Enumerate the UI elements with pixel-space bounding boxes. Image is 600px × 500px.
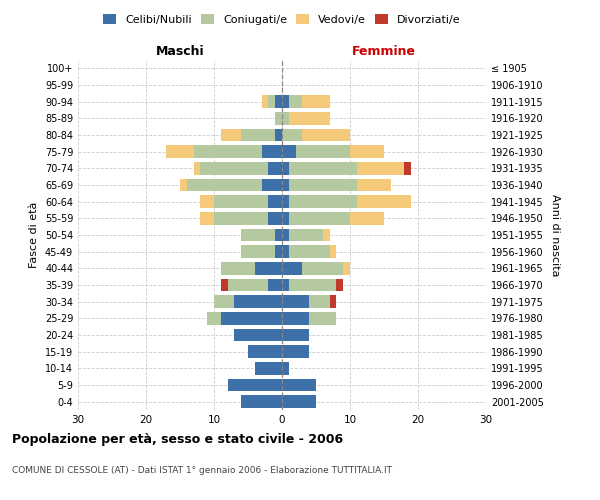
Bar [289, 162, 357, 174]
Bar [200, 212, 214, 224]
Bar [275, 96, 282, 108]
Bar [255, 362, 282, 374]
Bar [282, 396, 316, 408]
Bar [221, 279, 227, 291]
Bar [302, 262, 343, 274]
Bar [282, 362, 289, 374]
Text: Maschi: Maschi [155, 44, 205, 58]
Bar [268, 96, 275, 108]
Bar [282, 312, 309, 324]
Bar [350, 146, 384, 158]
Bar [241, 129, 275, 141]
Bar [262, 146, 282, 158]
Bar [282, 112, 289, 124]
Bar [235, 329, 282, 341]
Bar [241, 229, 275, 241]
Bar [241, 246, 275, 258]
Bar [289, 246, 329, 258]
Bar [329, 296, 337, 308]
Bar [289, 196, 357, 208]
Bar [221, 129, 241, 141]
Bar [200, 196, 214, 208]
Bar [296, 146, 350, 158]
Bar [309, 296, 329, 308]
Bar [262, 96, 268, 108]
Bar [214, 296, 235, 308]
Bar [404, 162, 411, 174]
Bar [282, 196, 289, 208]
Bar [275, 129, 282, 141]
Bar [282, 179, 289, 192]
Bar [282, 246, 289, 258]
Bar [200, 162, 268, 174]
Bar [194, 162, 200, 174]
Bar [275, 112, 282, 124]
Text: Femmine: Femmine [352, 44, 416, 58]
Bar [214, 212, 268, 224]
Bar [248, 346, 282, 358]
Bar [268, 162, 282, 174]
Bar [166, 146, 194, 158]
Bar [282, 212, 289, 224]
Bar [221, 262, 255, 274]
Text: Popolazione per età, sesso e stato civile - 2006: Popolazione per età, sesso e stato civil… [12, 432, 343, 446]
Bar [214, 196, 268, 208]
Bar [343, 262, 350, 274]
Text: COMUNE DI CESSOLE (AT) - Dati ISTAT 1° gennaio 2006 - Elaborazione TUTTITALIA.IT: COMUNE DI CESSOLE (AT) - Dati ISTAT 1° g… [12, 466, 392, 475]
Bar [282, 96, 289, 108]
Bar [187, 179, 262, 192]
Bar [282, 379, 316, 391]
Bar [227, 379, 282, 391]
Bar [289, 179, 357, 192]
Bar [302, 96, 329, 108]
Bar [282, 162, 289, 174]
Bar [329, 246, 337, 258]
Bar [282, 229, 289, 241]
Bar [337, 279, 343, 291]
Bar [268, 212, 282, 224]
Bar [194, 146, 262, 158]
Bar [323, 229, 329, 241]
Bar [255, 262, 282, 274]
Bar [282, 279, 289, 291]
Bar [275, 246, 282, 258]
Legend: Celibi/Nubili, Coniugati/e, Vedovi/e, Divorziati/e: Celibi/Nubili, Coniugati/e, Vedovi/e, Di… [100, 10, 464, 28]
Bar [180, 179, 187, 192]
Bar [207, 312, 221, 324]
Bar [289, 279, 337, 291]
Y-axis label: Anni di nascita: Anni di nascita [550, 194, 560, 276]
Bar [221, 312, 282, 324]
Bar [275, 229, 282, 241]
Bar [302, 129, 350, 141]
Bar [227, 279, 268, 291]
Bar [262, 179, 282, 192]
Bar [289, 212, 350, 224]
Bar [282, 129, 302, 141]
Bar [282, 329, 309, 341]
Y-axis label: Fasce di età: Fasce di età [29, 202, 39, 268]
Bar [241, 396, 282, 408]
Bar [282, 262, 302, 274]
Bar [357, 196, 411, 208]
Bar [289, 112, 329, 124]
Bar [350, 212, 384, 224]
Bar [289, 96, 302, 108]
Bar [282, 346, 309, 358]
Bar [235, 296, 282, 308]
Bar [309, 312, 337, 324]
Bar [282, 146, 296, 158]
Bar [268, 279, 282, 291]
Bar [289, 229, 323, 241]
Bar [357, 162, 404, 174]
Bar [357, 179, 391, 192]
Bar [282, 296, 309, 308]
Bar [268, 196, 282, 208]
